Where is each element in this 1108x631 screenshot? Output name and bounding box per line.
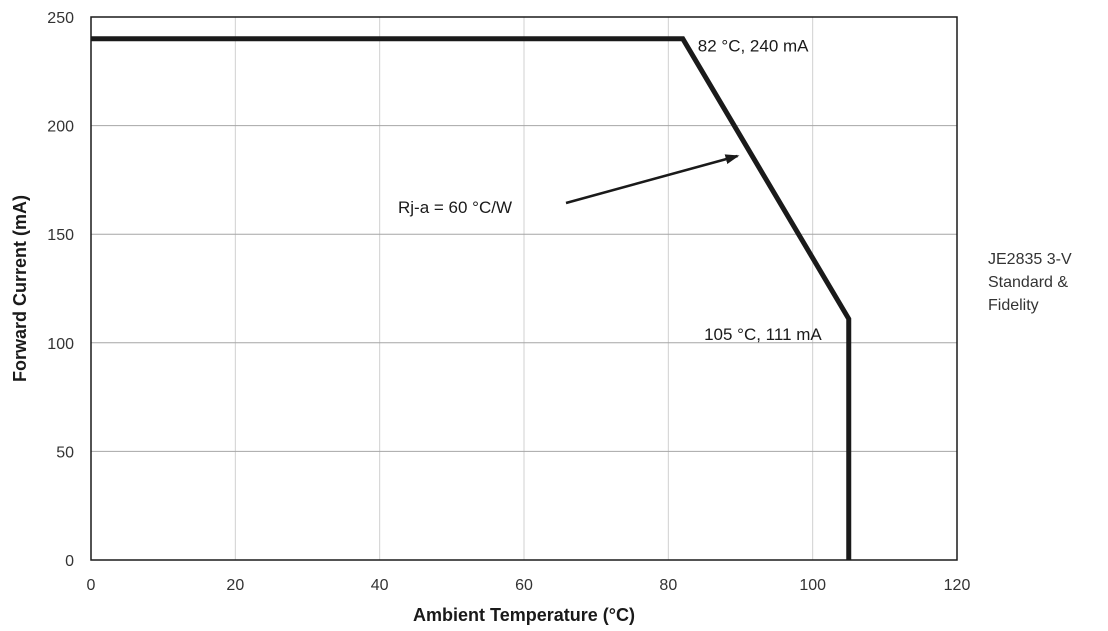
product-note-line: JE2835 3-V [988, 251, 1072, 268]
y-tick-label: 0 [65, 553, 74, 570]
plot-area-frame [90, 16, 958, 561]
x-tick-label: 0 [87, 577, 96, 594]
y-tick-label: 250 [47, 10, 74, 27]
annotation-max-temp-point: 105 °C, 111 mA [704, 325, 822, 344]
product-note-line: Standard & [988, 274, 1069, 291]
x-tick-label: 100 [799, 577, 826, 594]
derating-curve [91, 36, 852, 560]
y-tick-label: 50 [56, 444, 74, 461]
annotation-thermal-resistance: Rj-a = 60 °C/W [398, 198, 512, 217]
x-tick-label: 80 [659, 577, 677, 594]
gridlines [90, 16, 958, 561]
y-axis-ticks: 0 50 100 150 200 250 [47, 10, 74, 570]
y-tick-label: 200 [47, 119, 74, 136]
y-tick-label: 150 [47, 227, 74, 244]
x-axis-title: Ambient Temperature (°C) [413, 605, 635, 625]
x-tick-label: 60 [515, 577, 533, 594]
x-axis-ticks: 0 20 40 60 80 100 120 [87, 577, 971, 594]
annotation-knee-point: 82 °C, 240 mA [698, 37, 809, 56]
y-tick-label: 100 [47, 336, 74, 353]
x-tick-label: 40 [371, 577, 389, 594]
y-axis-title: Forward Current (mA) [10, 195, 30, 382]
x-tick-label: 20 [226, 577, 244, 594]
annotation-group: 82 °C, 240 mA 105 °C, 111 mA Rj-a = 60 °C/… [398, 37, 822, 344]
x-tick-label: 120 [944, 577, 971, 594]
product-note-line: Fidelity [988, 297, 1039, 314]
annotation-arrow [565, 154, 740, 205]
product-note: JE2835 3-V Standard & Fidelity [988, 248, 1106, 317]
series-group [91, 36, 852, 560]
